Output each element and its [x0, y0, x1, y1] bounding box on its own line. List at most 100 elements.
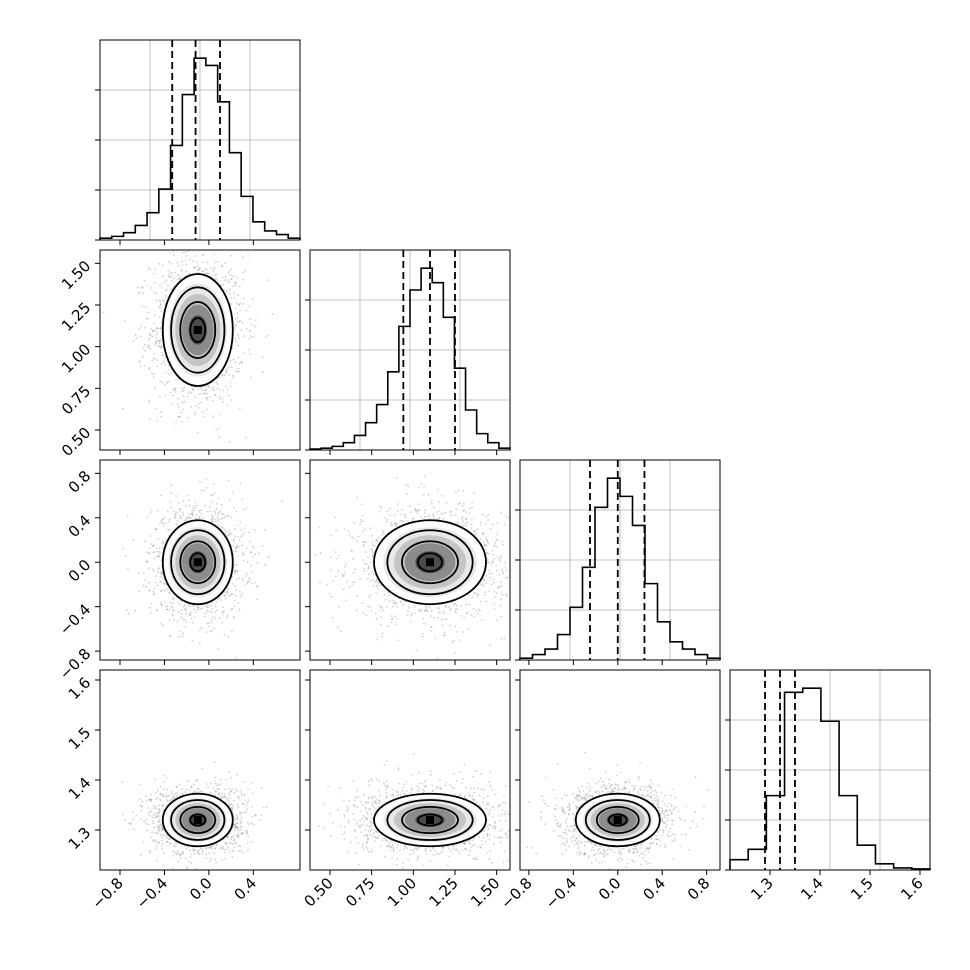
sample-point [245, 507, 248, 510]
sample-point [142, 584, 145, 587]
sample-point [224, 515, 227, 518]
sample-point [251, 582, 253, 585]
sample-point [370, 571, 373, 574]
sample-point [153, 291, 156, 293]
sample-point [212, 388, 214, 391]
sample-point [396, 510, 399, 512]
sample-point [434, 637, 437, 640]
sample-point [475, 610, 478, 612]
sample-point [487, 519, 490, 522]
sample-point [232, 347, 235, 350]
sample-point [146, 560, 148, 563]
sample-point [244, 575, 247, 577]
sample-point [412, 517, 415, 520]
sample-point [173, 510, 176, 513]
sample-point [472, 608, 475, 610]
sample-point [391, 618, 393, 621]
sample-point [437, 488, 439, 491]
sample-point [148, 399, 151, 402]
contour-0 [373, 519, 487, 606]
sample-point [152, 357, 155, 360]
sample-point [486, 539, 489, 542]
sample-point [161, 381, 164, 384]
sample-point [153, 587, 155, 590]
sample-point [424, 605, 427, 608]
sample-point [172, 796, 174, 798]
sample-point [154, 778, 157, 781]
sample-point [196, 605, 199, 608]
sample-point [221, 374, 224, 376]
sample-point [215, 861, 217, 864]
sample-point [456, 608, 459, 611]
sample-point [158, 819, 161, 822]
sample-point [156, 365, 159, 368]
sample-point [500, 637, 503, 640]
sample-point [160, 362, 163, 365]
sample-point [177, 860, 180, 863]
sample-point [246, 808, 249, 810]
sample-point [160, 601, 163, 604]
sample-point [211, 242, 213, 244]
sample-point [229, 381, 232, 384]
sample-point [414, 508, 417, 511]
sample-point [238, 539, 241, 541]
sample-point [484, 523, 487, 525]
sample-point [436, 657, 439, 660]
sample-point [179, 517, 182, 520]
sample-point [376, 588, 379, 590]
sample-point [240, 329, 242, 332]
sample-point [348, 586, 351, 588]
sample-point [187, 866, 189, 869]
sample-point [438, 510, 441, 512]
sample-point [378, 536, 380, 539]
sample-point [179, 853, 182, 856]
sample-point [463, 524, 465, 527]
sample-point [159, 575, 162, 578]
sample-point [496, 539, 499, 542]
sample-point [482, 541, 485, 544]
sample-point [256, 598, 258, 601]
sample-point [235, 842, 238, 845]
sample-point [169, 601, 172, 604]
sample-point [126, 609, 129, 612]
sample-point [473, 530, 476, 533]
sample-point [332, 580, 334, 582]
sample-point [236, 795, 239, 798]
sample-point [230, 630, 233, 633]
sample-point [233, 507, 235, 509]
sample-point [152, 807, 155, 810]
sample-point [363, 567, 366, 570]
sample-point [498, 573, 501, 576]
sample-point [477, 593, 480, 596]
sample-point [224, 262, 226, 265]
sample-point [254, 325, 256, 328]
sample-point [393, 514, 396, 516]
sample-point [400, 513, 402, 515]
sample-point [154, 344, 157, 347]
sample-point [400, 601, 403, 603]
sample-point [362, 530, 364, 533]
sample-point [500, 580, 503, 583]
sample-point [146, 284, 148, 287]
sample-point [161, 839, 164, 842]
sample-point [388, 600, 391, 603]
sample-point [233, 572, 236, 575]
sample-point [226, 836, 229, 839]
sample-point [159, 792, 162, 795]
sample-point [192, 507, 194, 510]
sample-point [368, 596, 370, 598]
sample-point [483, 545, 486, 547]
sample-point [146, 311, 149, 314]
sample-point [170, 605, 173, 608]
sample-point [380, 605, 383, 608]
histogram-step-1 [309, 267, 511, 450]
sample-point [156, 509, 159, 512]
sample-point [185, 609, 187, 612]
sample-point [170, 373, 173, 376]
sample-point [462, 520, 464, 523]
sample-point [145, 800, 148, 802]
sample-point [456, 522, 459, 525]
sample-point [351, 536, 353, 538]
sample-point [196, 261, 199, 263]
